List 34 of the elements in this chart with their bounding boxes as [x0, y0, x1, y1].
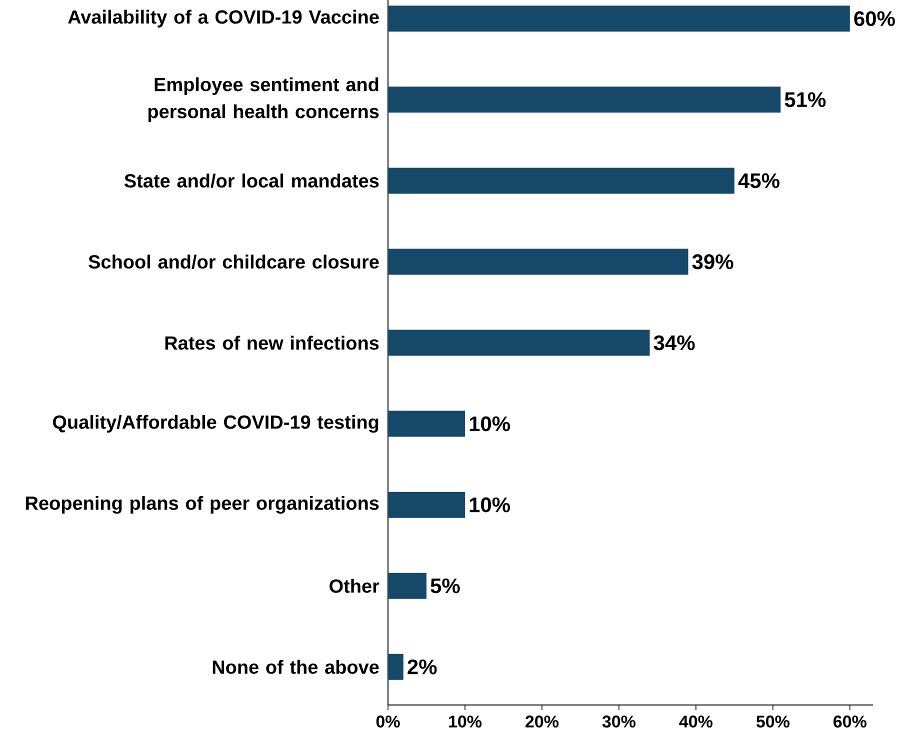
data-label: 2% [408, 659, 437, 674]
y-tick-label: Availability of a COVID-19 Vaccine [68, 10, 379, 28]
x-tick-label: 10% [449, 716, 482, 728]
bar [388, 248, 688, 275]
bar [388, 6, 850, 32]
x-tick-label: 20% [526, 716, 559, 728]
data-label: 5% [430, 578, 460, 594]
x-tick-label: 30% [602, 716, 636, 728]
bar [388, 654, 404, 680]
y-tick-label: Rates of new infections [165, 336, 379, 350]
x-tick-label: 40% [679, 716, 712, 728]
data-label: 45% [738, 173, 780, 188]
data-label: 10% [470, 416, 510, 432]
y-tick-label: Other [330, 578, 380, 593]
y-tick-label: Employee sentiment and personal health concerns [148, 77, 379, 122]
bar [388, 86, 781, 113]
data-label: 60% [854, 11, 895, 26]
bar [388, 410, 465, 437]
y-tick-label: School and/or childcare closure [88, 254, 379, 269]
data-label: 39% [692, 254, 734, 270]
bar [388, 330, 650, 356]
x-tick-label: 0% [376, 716, 400, 728]
x-tick-label: 50% [756, 716, 790, 728]
y-tick-label: None of the above [212, 660, 379, 674]
data-label: 10% [470, 497, 510, 512]
data-label: 34% [654, 335, 695, 350]
data-label: 51% [784, 92, 826, 108]
y-tick-label: Reopening plans of peer organizations [26, 496, 379, 514]
bar [388, 572, 426, 599]
bar [388, 168, 734, 194]
y-tick-label: Quality/Affordable COVID-19 testing [52, 414, 378, 433]
y-tick-label: State and/or local mandates [124, 174, 379, 188]
bar [388, 492, 465, 518]
x-tick-label: 60% [834, 716, 866, 728]
